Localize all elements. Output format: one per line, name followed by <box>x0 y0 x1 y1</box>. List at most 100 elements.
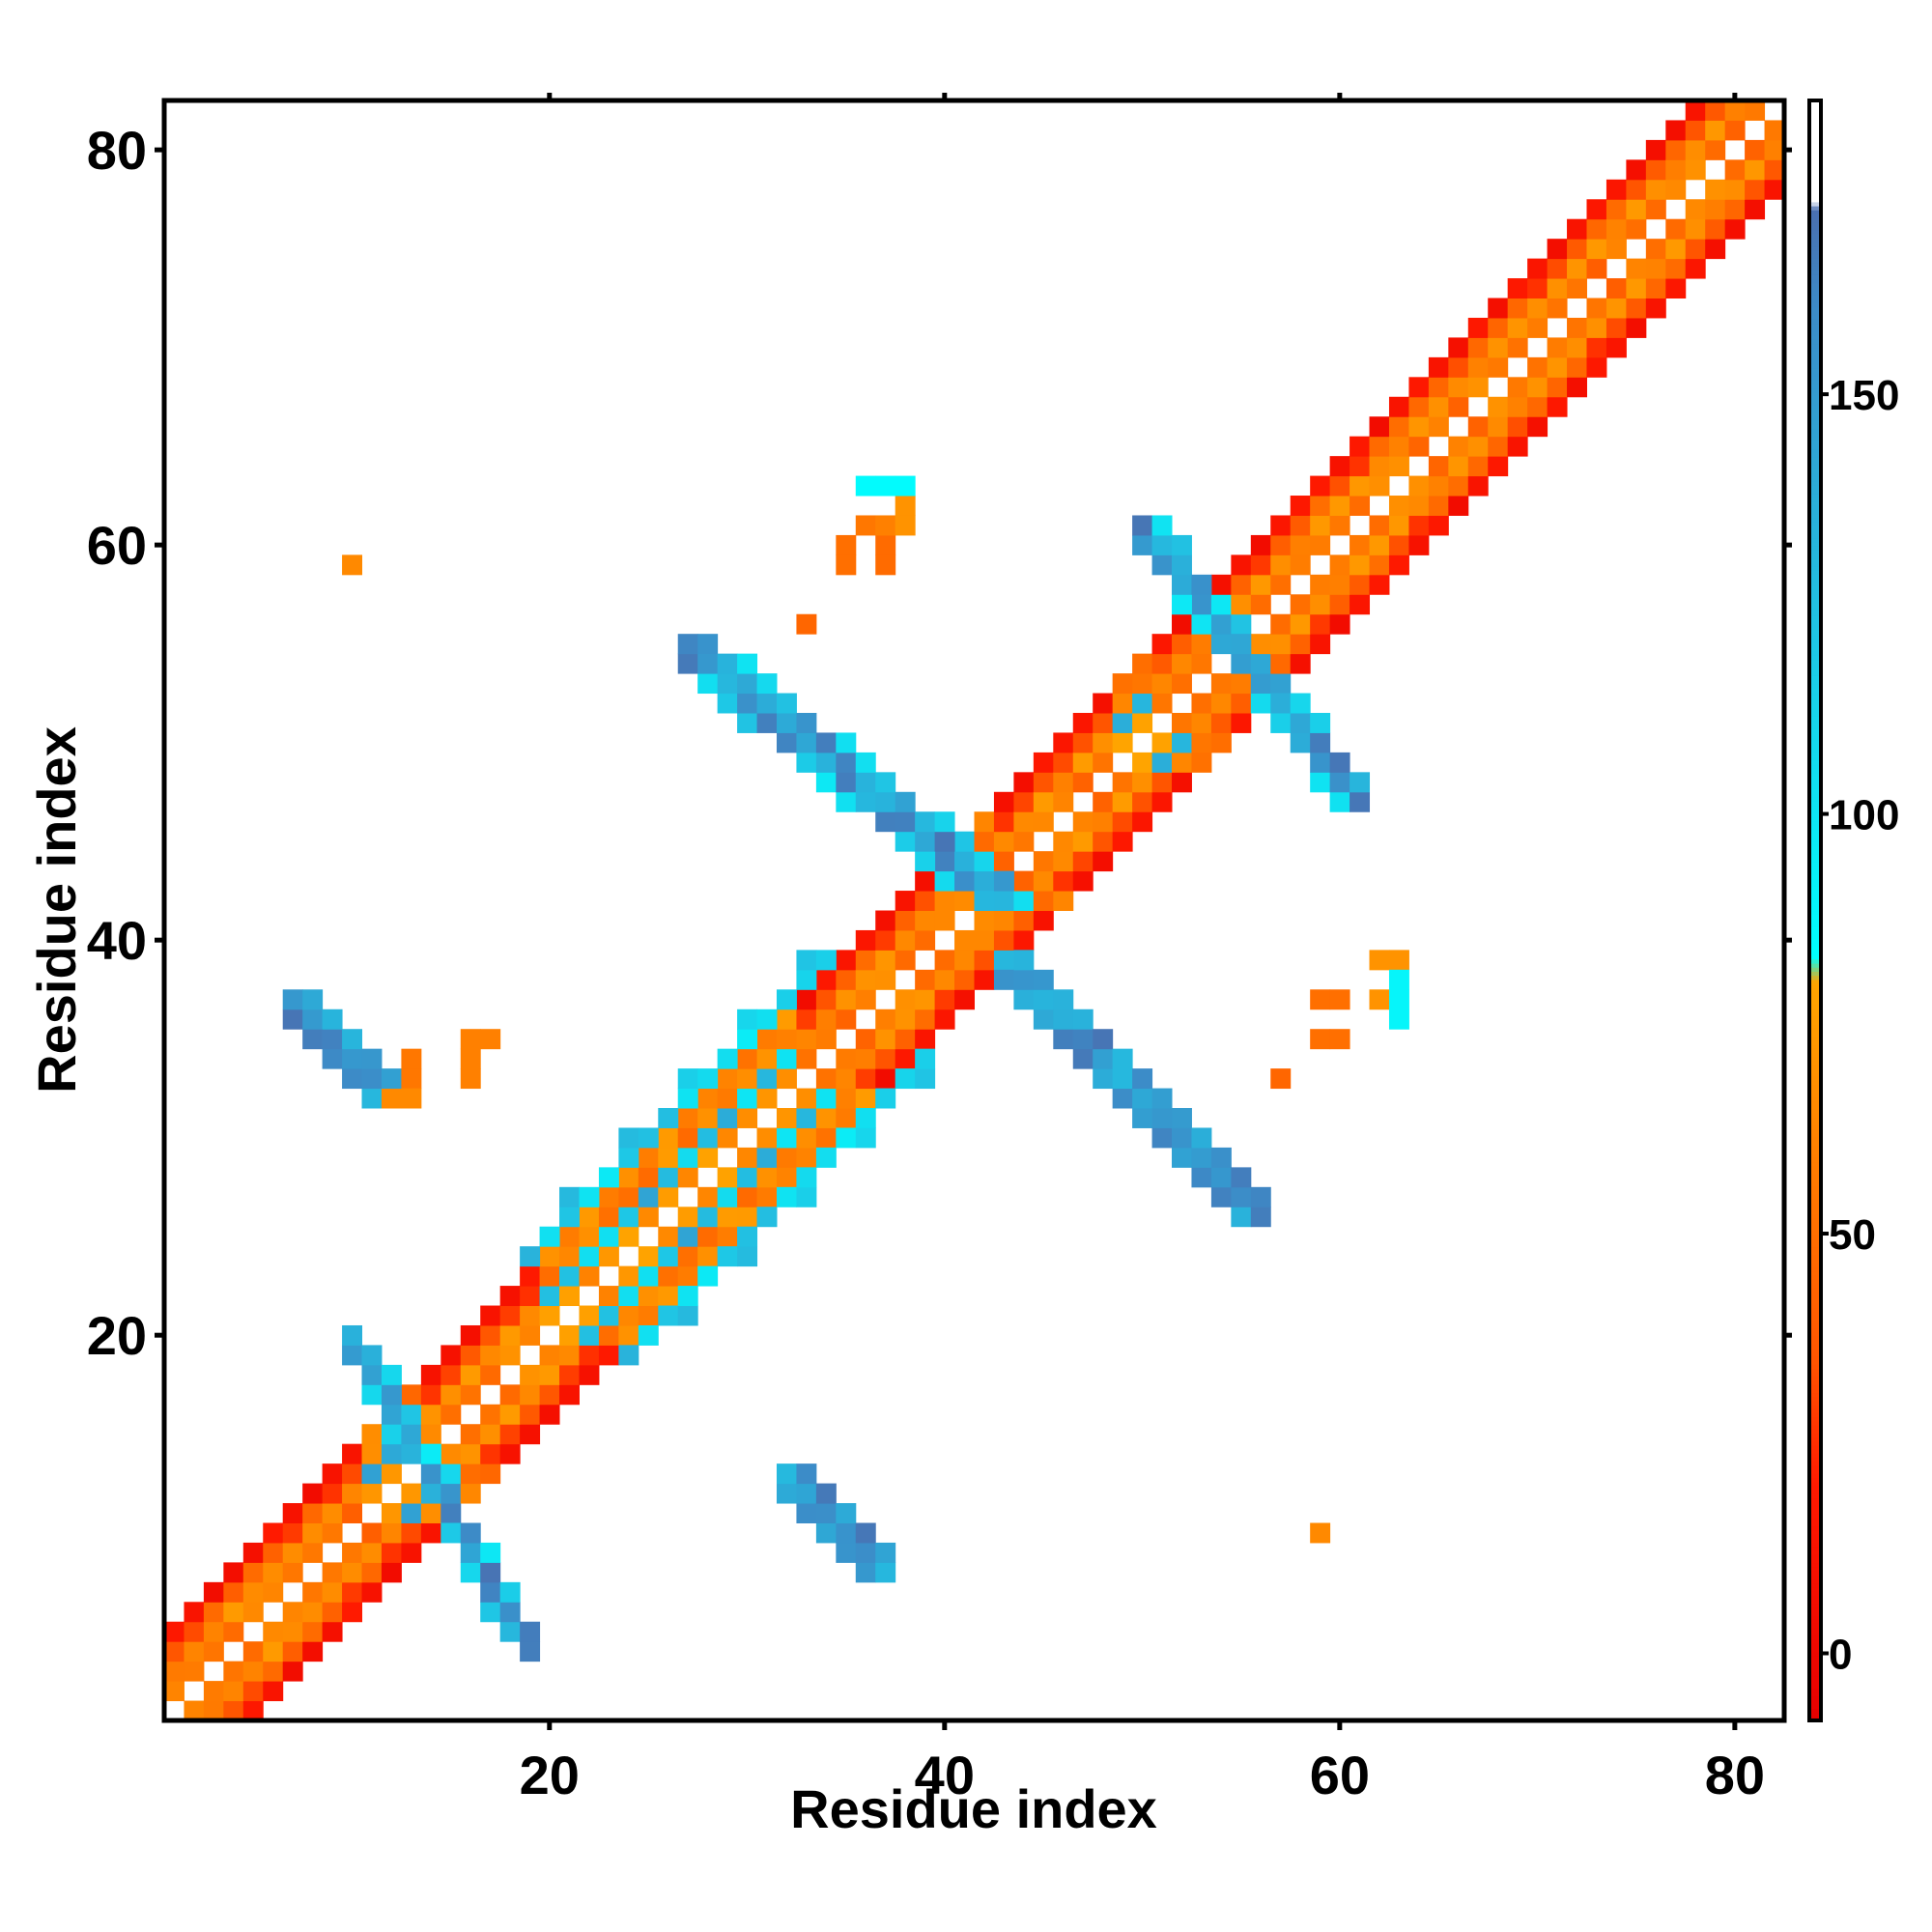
heatmap-cell <box>381 1088 402 1109</box>
colorbar-segment <box>1809 1230 1821 1236</box>
heatmap-cell <box>1467 475 1489 497</box>
colorbar-segment <box>1809 505 1821 511</box>
heatmap-cell <box>184 1621 205 1642</box>
colorbar-segment <box>1809 1008 1821 1012</box>
heatmap-cell <box>1191 712 1212 733</box>
heatmap-cell <box>1093 732 1114 753</box>
heatmap-cell <box>1745 100 1766 121</box>
heatmap-cell <box>539 1286 560 1307</box>
heatmap-cell <box>1665 258 1687 279</box>
colorbar-segment <box>1809 1056 1821 1062</box>
colorbar-segment <box>1809 238 1821 243</box>
heatmap-cell <box>1685 218 1706 240</box>
heatmap-cell <box>717 693 738 714</box>
heatmap-cell <box>1467 317 1489 338</box>
heatmap-cell <box>796 1048 817 1069</box>
heatmap-cell <box>875 1048 896 1069</box>
heatmap-cell <box>677 1305 698 1326</box>
heatmap-cell <box>1172 673 1192 695</box>
heatmap-cell <box>598 1226 619 1247</box>
colorbar-segment <box>1809 522 1821 526</box>
heatmap-cell <box>776 1108 797 1128</box>
colorbar-segment <box>1809 958 1821 964</box>
heatmap-cell <box>1072 831 1094 852</box>
heatmap-cell <box>1172 772 1192 793</box>
colorbar-segment <box>1809 1477 1821 1483</box>
colorbar-segment <box>1809 1542 1821 1548</box>
colorbar-segment <box>1809 1667 1821 1673</box>
heatmap-cell <box>697 1226 719 1247</box>
heatmap-cell <box>934 910 955 931</box>
heatmap-cell <box>974 851 995 872</box>
heatmap-cell <box>697 1127 719 1149</box>
colorbar-segment <box>1809 659 1821 665</box>
colorbar-segment <box>1809 112 1821 118</box>
colorbar-segment <box>1809 1254 1821 1260</box>
colorbar-segment <box>1809 1283 1821 1288</box>
heatmap-cell <box>1132 1088 1153 1109</box>
heatmap-cell <box>1605 239 1627 260</box>
colorbar-segment <box>1809 869 1821 875</box>
heatmap-cell <box>361 1562 383 1583</box>
y-tick-label: 40 <box>87 910 147 971</box>
heatmap-cell <box>401 1503 422 1523</box>
heatmap-cell <box>618 1265 639 1287</box>
heatmap-cell <box>737 1207 758 1228</box>
heatmap-cell <box>815 772 837 793</box>
heatmap-cell <box>1685 100 1706 121</box>
heatmap-cell <box>974 950 995 971</box>
heatmap-cell <box>1191 574 1212 595</box>
heatmap-cell <box>1645 239 1666 260</box>
colorbar-segment <box>1809 339 1821 345</box>
colorbar-segment <box>1809 1319 1821 1324</box>
heatmap-cell <box>1388 950 1409 971</box>
heatmap-cell <box>1448 377 1469 398</box>
colorbar-segment <box>1809 546 1821 551</box>
heatmap-cell <box>322 1009 343 1030</box>
heatmap-cell <box>1665 179 1687 200</box>
heatmap-cell <box>1329 772 1350 793</box>
heatmap-cell <box>1013 891 1035 911</box>
heatmap-cell <box>1567 258 1587 279</box>
colorbar-segment <box>1809 291 1821 296</box>
heatmap-cell <box>1290 712 1311 733</box>
colorbar-segment <box>1809 230 1821 235</box>
heatmap-cell <box>559 1286 580 1307</box>
heatmap-cell <box>381 1443 402 1464</box>
colorbar-segment <box>1809 1663 1821 1669</box>
heatmap-cell <box>895 1048 916 1069</box>
heatmap-cell <box>836 534 857 555</box>
colorbar-segment <box>1809 1554 1821 1559</box>
heatmap-cell <box>776 712 797 733</box>
heatmap-cell <box>263 1581 284 1603</box>
colorbar-segment <box>1809 153 1821 158</box>
heatmap-cell <box>1350 436 1371 457</box>
colorbar-segment <box>1809 627 1821 632</box>
heatmap-cell <box>1093 791 1114 812</box>
heatmap-cell <box>737 1147 758 1168</box>
heatmap-cell <box>756 1147 778 1168</box>
heatmap-cell <box>1231 634 1252 655</box>
colorbar-segment <box>1809 703 1821 709</box>
colorbar-segment <box>1809 646 1821 652</box>
heatmap-cell <box>974 910 995 931</box>
colorbar-segment <box>1809 1420 1821 1426</box>
heatmap-cell <box>677 1068 698 1090</box>
colorbar-segment <box>1809 781 1821 786</box>
heatmap-cell <box>1250 534 1271 555</box>
heatmap-cell <box>1350 594 1371 615</box>
colorbar-segment <box>1809 1595 1821 1600</box>
heatmap-cell <box>361 1088 383 1109</box>
heatmap-cell <box>1093 851 1114 872</box>
heatmap-cell <box>1626 298 1647 319</box>
colorbar-segment <box>1809 1193 1821 1199</box>
heatmap-cell <box>638 1147 659 1168</box>
heatmap-cell <box>1250 1207 1271 1228</box>
colorbar-segment <box>1809 367 1821 373</box>
heatmap-cell <box>1350 574 1371 595</box>
colorbar-segment <box>1809 1174 1821 1179</box>
heatmap-cell <box>1072 772 1094 793</box>
colorbar-segment <box>1809 286 1821 292</box>
heatmap-cell <box>242 1562 264 1583</box>
heatmap-cell <box>895 910 916 931</box>
